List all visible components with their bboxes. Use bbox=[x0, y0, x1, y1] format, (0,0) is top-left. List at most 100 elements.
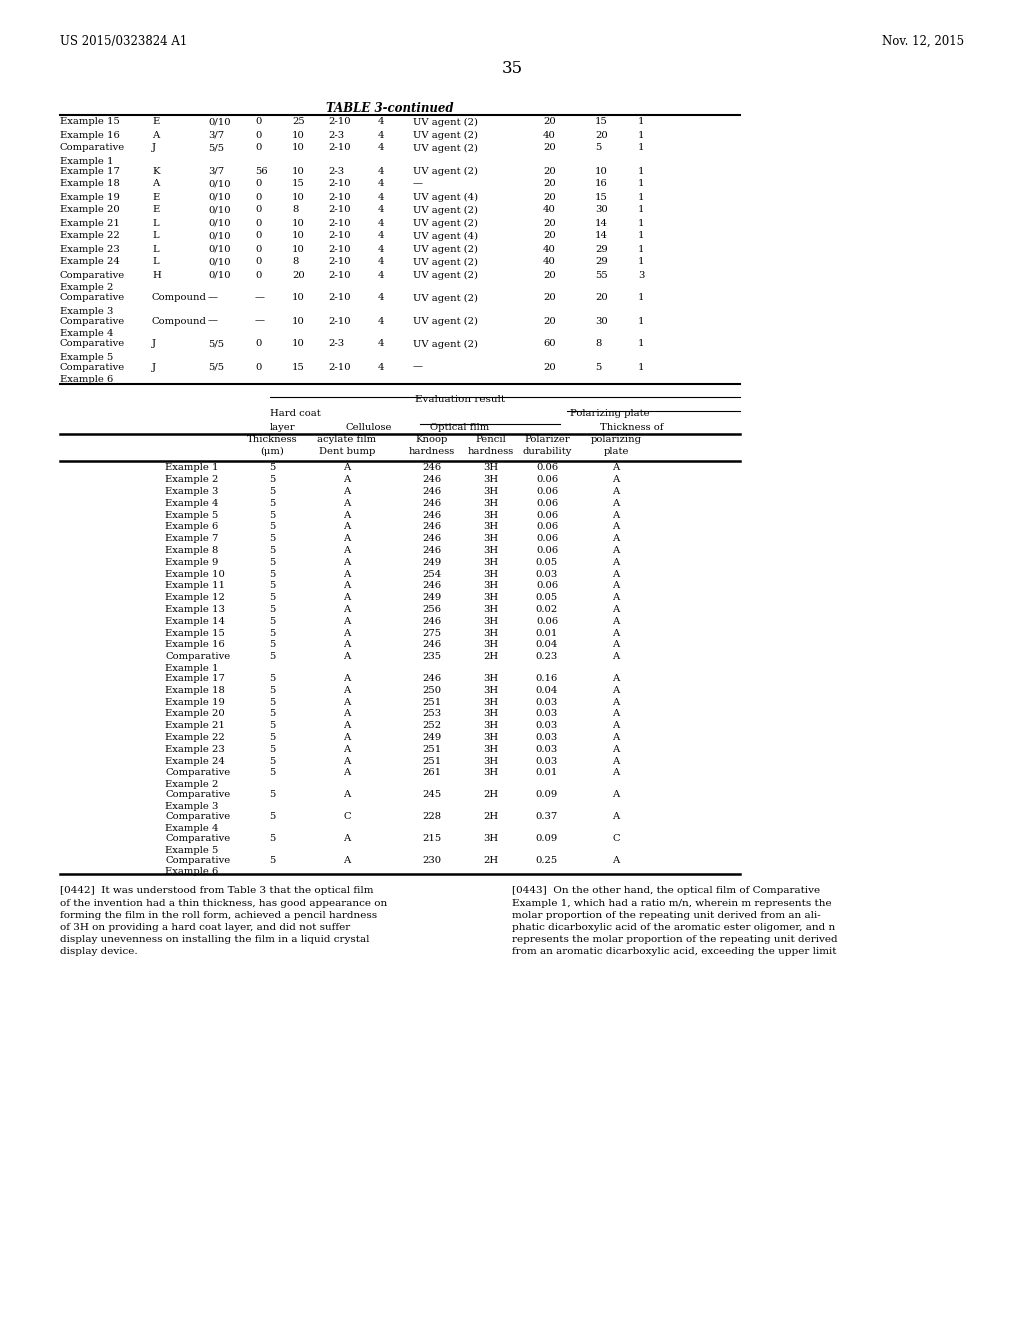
Text: 20: 20 bbox=[292, 271, 305, 280]
Text: 1: 1 bbox=[638, 206, 644, 214]
Text: 246: 246 bbox=[423, 487, 441, 496]
Text: A: A bbox=[612, 652, 620, 661]
Text: 246: 246 bbox=[423, 511, 441, 520]
Text: A: A bbox=[612, 709, 620, 718]
Text: 1: 1 bbox=[638, 317, 644, 326]
Text: C: C bbox=[343, 812, 351, 821]
Text: 261: 261 bbox=[423, 768, 441, 777]
Text: A: A bbox=[343, 475, 350, 484]
Text: 3H: 3H bbox=[483, 744, 499, 754]
Text: 4: 4 bbox=[378, 206, 384, 214]
Text: 10: 10 bbox=[292, 193, 305, 202]
Text: A: A bbox=[612, 511, 620, 520]
Text: Example 23: Example 23 bbox=[60, 244, 120, 253]
Text: 0.06: 0.06 bbox=[536, 535, 558, 544]
Text: 0.23: 0.23 bbox=[536, 652, 558, 661]
Text: 0.06: 0.06 bbox=[536, 475, 558, 484]
Text: 2-10: 2-10 bbox=[328, 206, 350, 214]
Text: 4: 4 bbox=[378, 180, 384, 189]
Text: 1: 1 bbox=[638, 193, 644, 202]
Text: 2H: 2H bbox=[483, 791, 499, 800]
Text: 0/10: 0/10 bbox=[208, 231, 230, 240]
Text: 4: 4 bbox=[378, 317, 384, 326]
Text: 5: 5 bbox=[269, 756, 275, 766]
Text: Example 4: Example 4 bbox=[165, 499, 218, 508]
Text: 0: 0 bbox=[255, 131, 261, 140]
Text: TABLE 3-continued: TABLE 3-continued bbox=[327, 102, 454, 115]
Text: 0: 0 bbox=[255, 257, 261, 267]
Text: 0: 0 bbox=[255, 339, 261, 348]
Text: Example 2: Example 2 bbox=[60, 284, 114, 293]
Text: 3H: 3H bbox=[483, 487, 499, 496]
Text: Cellulose: Cellulose bbox=[345, 422, 391, 432]
Text: 1: 1 bbox=[638, 131, 644, 140]
Text: 0.06: 0.06 bbox=[536, 616, 558, 626]
Text: 20: 20 bbox=[543, 219, 556, 227]
Text: 0/10: 0/10 bbox=[208, 117, 230, 127]
Text: A: A bbox=[343, 744, 350, 754]
Text: A: A bbox=[343, 535, 350, 544]
Text: 235: 235 bbox=[423, 652, 441, 661]
Text: UV agent (2): UV agent (2) bbox=[413, 144, 478, 153]
Text: 0/10: 0/10 bbox=[208, 219, 230, 227]
Text: 1: 1 bbox=[638, 231, 644, 240]
Text: 3H: 3H bbox=[483, 616, 499, 626]
Text: 2-10: 2-10 bbox=[328, 317, 350, 326]
Text: 5: 5 bbox=[269, 487, 275, 496]
Text: 4: 4 bbox=[378, 231, 384, 240]
Text: L: L bbox=[152, 231, 159, 240]
Text: A: A bbox=[612, 605, 620, 614]
Text: A: A bbox=[343, 721, 350, 730]
Text: 20: 20 bbox=[543, 317, 556, 326]
Text: UV agent (4): UV agent (4) bbox=[413, 193, 478, 202]
Text: Example 17: Example 17 bbox=[60, 166, 120, 176]
Text: 3H: 3H bbox=[483, 499, 499, 508]
Text: 2H: 2H bbox=[483, 652, 499, 661]
Text: A: A bbox=[343, 558, 350, 566]
Text: 0.03: 0.03 bbox=[536, 698, 558, 706]
Text: A: A bbox=[612, 593, 620, 602]
Text: 5: 5 bbox=[269, 698, 275, 706]
Text: 0.03: 0.03 bbox=[536, 709, 558, 718]
Text: 4: 4 bbox=[378, 293, 384, 302]
Text: 3H: 3H bbox=[483, 593, 499, 602]
Text: 2-3: 2-3 bbox=[328, 339, 344, 348]
Text: 20: 20 bbox=[543, 166, 556, 176]
Text: 4: 4 bbox=[378, 244, 384, 253]
Text: A: A bbox=[152, 131, 160, 140]
Text: Example 1: Example 1 bbox=[165, 463, 218, 473]
Text: A: A bbox=[343, 855, 350, 865]
Text: 1: 1 bbox=[638, 219, 644, 227]
Text: Evaluation result: Evaluation result bbox=[415, 396, 505, 404]
Text: Example 1: Example 1 bbox=[165, 664, 218, 673]
Text: 0.03: 0.03 bbox=[536, 756, 558, 766]
Text: 2-10: 2-10 bbox=[328, 180, 350, 189]
Text: 10: 10 bbox=[292, 219, 305, 227]
Text: 10: 10 bbox=[292, 317, 305, 326]
Text: 5/5: 5/5 bbox=[208, 144, 224, 153]
Text: A: A bbox=[343, 499, 350, 508]
Text: Comparative: Comparative bbox=[60, 293, 125, 302]
Text: 246: 246 bbox=[423, 535, 441, 544]
Text: J: J bbox=[152, 144, 156, 153]
Text: Example 19: Example 19 bbox=[165, 698, 225, 706]
Text: 1: 1 bbox=[638, 257, 644, 267]
Text: A: A bbox=[343, 487, 350, 496]
Text: UV agent (4): UV agent (4) bbox=[413, 231, 478, 240]
Text: Example 5: Example 5 bbox=[60, 352, 114, 362]
Text: 0.06: 0.06 bbox=[536, 499, 558, 508]
Text: 5: 5 bbox=[269, 686, 275, 694]
Text: 0.09: 0.09 bbox=[536, 834, 558, 843]
Text: 3H: 3H bbox=[483, 511, 499, 520]
Text: 4: 4 bbox=[378, 131, 384, 140]
Text: 2-10: 2-10 bbox=[328, 257, 350, 267]
Text: 0.06: 0.06 bbox=[536, 582, 558, 590]
Text: 14: 14 bbox=[595, 219, 608, 227]
Text: 5: 5 bbox=[269, 744, 275, 754]
Text: A: A bbox=[343, 463, 350, 473]
Text: Example 1: Example 1 bbox=[60, 157, 114, 165]
Text: 5: 5 bbox=[269, 834, 275, 843]
Text: UV agent (2): UV agent (2) bbox=[413, 257, 478, 267]
Text: 2-10: 2-10 bbox=[328, 271, 350, 280]
Text: 3H: 3H bbox=[483, 546, 499, 556]
